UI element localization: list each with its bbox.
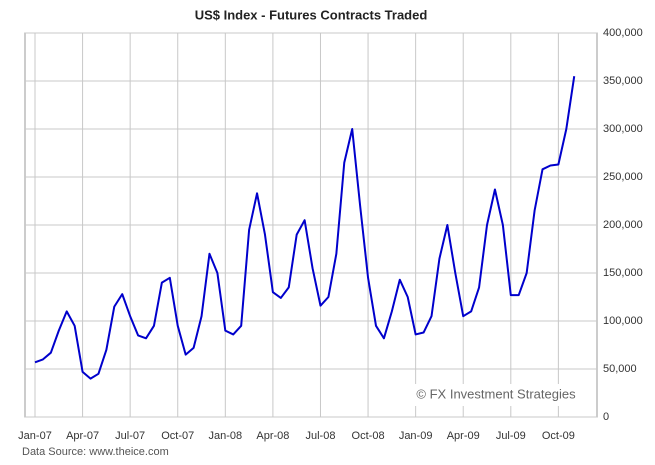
data-line (34, 76, 576, 380)
x-tick-label: Apr-07 (66, 430, 99, 442)
x-tick-label: Jul-07 (115, 430, 145, 442)
x-tick-label: Jul-09 (496, 430, 526, 442)
x-tick-label: Apr-08 (256, 430, 289, 442)
x-tick-label: Jul-08 (305, 430, 335, 442)
annotation: © FX Investment Strategies (416, 386, 576, 401)
x-tick-label: Jan-08 (208, 430, 242, 442)
y-tick-label: 0 (603, 411, 609, 423)
x-tick-label: Apr-09 (447, 430, 480, 442)
y-tick-label: 100,000 (603, 315, 643, 327)
x-tick-label: Jan-07 (18, 430, 52, 442)
y-tick-label: 300,000 (603, 123, 643, 135)
y-tick-label: 350,000 (603, 75, 643, 87)
y-tick-label: 50,000 (603, 363, 637, 375)
annotation-box (406, 384, 586, 406)
source: Data Source: www.theice.com (22, 446, 169, 458)
x-tick-label: Oct-08 (352, 430, 385, 442)
y-tick-label: 150,000 (603, 267, 643, 279)
x-tick-label: Oct-09 (542, 430, 575, 442)
x-tick-label: Oct-07 (161, 430, 194, 442)
chart-title: US$ Index - Futures Contracts Traded (195, 7, 428, 22)
x-tick-label: Jan-09 (399, 430, 433, 442)
y-tick-label: 250,000 (603, 171, 643, 183)
y-tick-label: 400,000 (603, 27, 643, 39)
y-tick-label: 200,000 (603, 219, 643, 231)
